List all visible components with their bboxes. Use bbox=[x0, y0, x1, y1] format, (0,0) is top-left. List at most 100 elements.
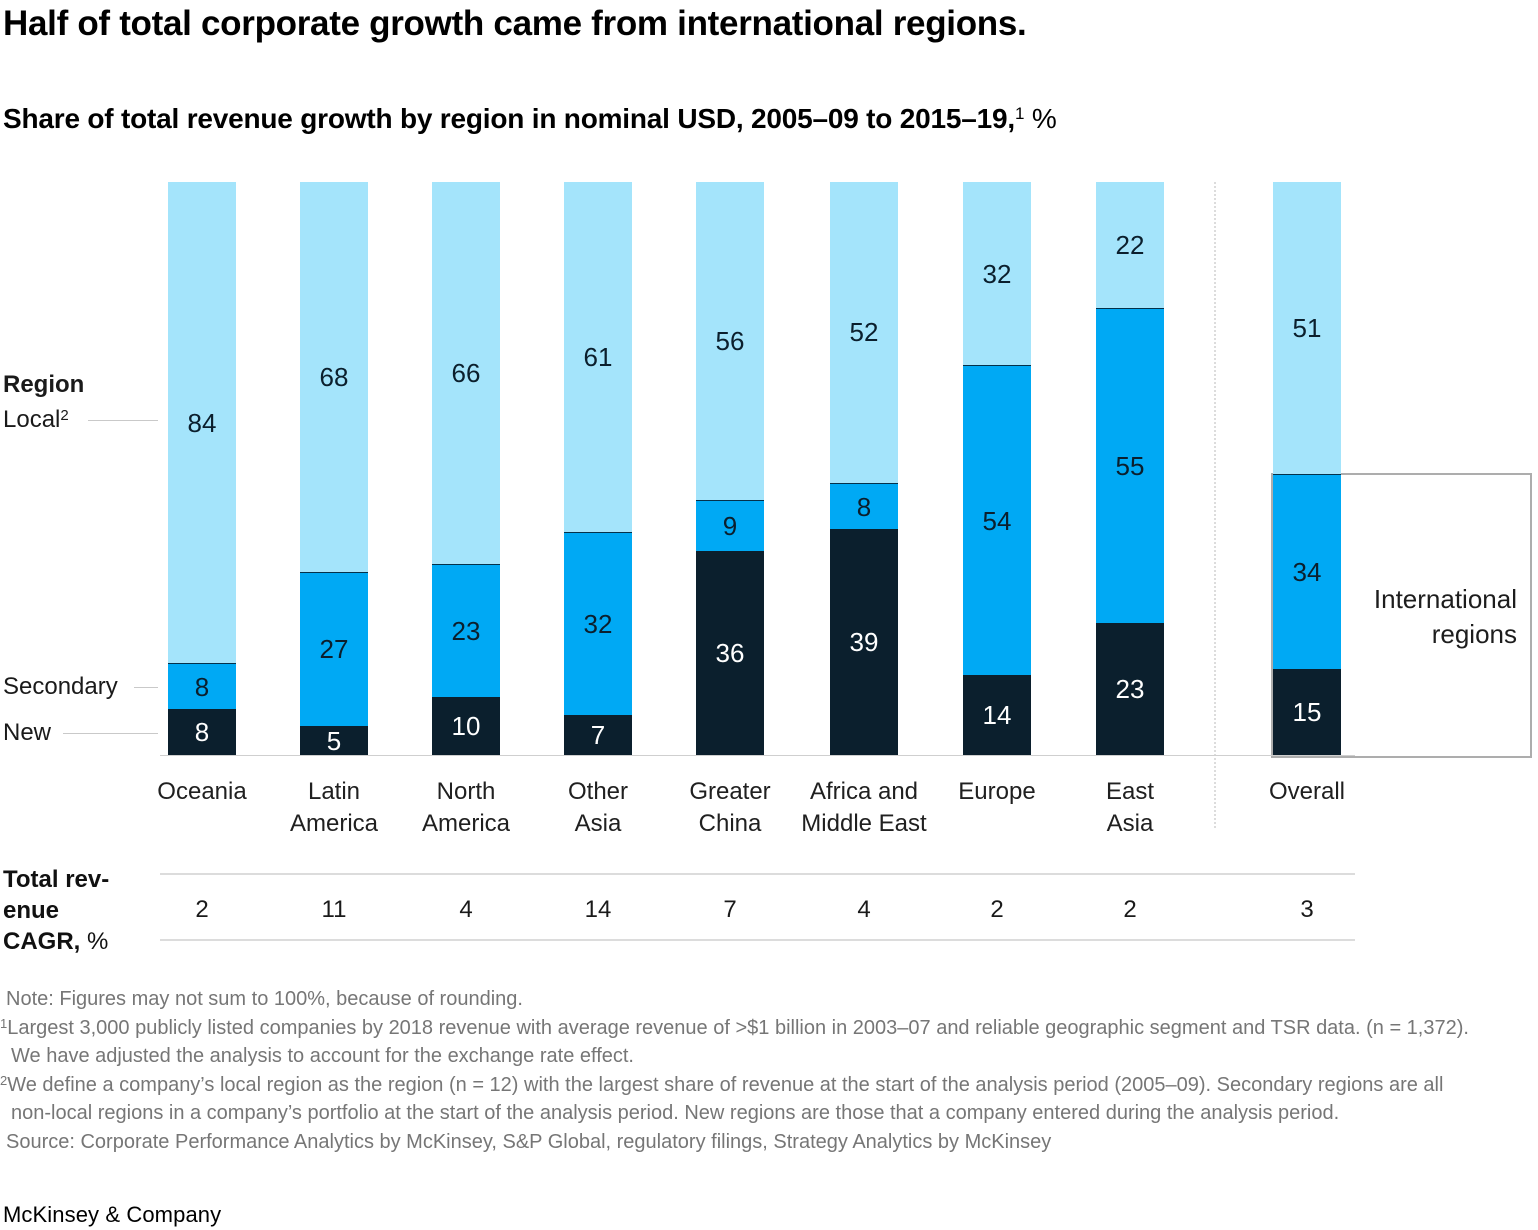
cagr-value-africa-and-middle-east: 4 bbox=[857, 896, 871, 923]
footnote-sup: 2 bbox=[0, 1072, 8, 1088]
mckinsey-logo-text: McKinsey & Company bbox=[3, 1202, 222, 1227]
bar-east-asia: 22 55 23 bbox=[1096, 182, 1164, 755]
footnote-line: 2We define a company’s local region as t… bbox=[0, 1072, 1538, 1101]
bar-segment-secondary-africa-and-middle-east: 8 bbox=[830, 482, 898, 530]
footnote-line: We have adjusted the analysis to account… bbox=[0, 1043, 1538, 1072]
overall-separator-dotted-line bbox=[1214, 182, 1216, 828]
axis-label-greater-china: Greater China bbox=[689, 778, 771, 837]
bar-value-label: 15 bbox=[1292, 697, 1322, 727]
bar-segment-new-europe: 14 bbox=[963, 674, 1031, 755]
bar-segment-local-europe: 32 bbox=[963, 182, 1031, 366]
bar-north-america: 66 23 10 bbox=[432, 182, 500, 755]
bar-segment-secondary-north-america: 23 bbox=[432, 564, 500, 698]
bar-segment-secondary-greater-china: 9 bbox=[696, 499, 764, 551]
bar-segment-secondary-latin-america: 27 bbox=[300, 571, 368, 727]
bar-value-label: 55 bbox=[1115, 451, 1145, 482]
source-text: Source: Corporate Performance Analytics … bbox=[6, 1130, 1052, 1153]
chart-baseline bbox=[160, 755, 1355, 756]
cagr-value-north-america: 4 bbox=[459, 896, 473, 923]
bar-latin-america: 68 27 5 bbox=[300, 182, 368, 755]
bar-other-asia: 61 32 7 bbox=[564, 182, 632, 755]
axis-label-other-asia: Other Asia bbox=[567, 778, 629, 837]
subtitle-unit: % bbox=[1024, 103, 1057, 134]
cagr-label-line1: Total rev- bbox=[3, 866, 110, 893]
bar-value-label: 23 bbox=[451, 616, 481, 647]
legend-item-secondary: Secondary bbox=[3, 673, 118, 700]
footnotes: Note: Figures may not sum to 100%, becau… bbox=[0, 986, 1538, 1157]
bar-europe: 32 54 14 bbox=[963, 182, 1031, 755]
legend-item-local: Local2 bbox=[3, 405, 69, 438]
bar-value-label: 8 bbox=[194, 671, 210, 702]
footnote-text: We define a company’s local region as th… bbox=[7, 1073, 1444, 1096]
bar-value-label: 23 bbox=[1115, 674, 1145, 705]
cagr-value-other-asia: 14 bbox=[584, 896, 612, 923]
bar-value-label: 22 bbox=[1115, 230, 1145, 261]
bar-africa-and-middle-east: 52 8 39 bbox=[830, 182, 898, 755]
legend-local-footnote-marker: 2 bbox=[60, 407, 69, 424]
bar-value-label: 84 bbox=[187, 407, 217, 438]
cagr-label-line3: CAGR, bbox=[3, 928, 81, 955]
bar-value-label: 5 bbox=[326, 725, 342, 756]
bar-segment-local-africa-and-middle-east: 52 bbox=[830, 182, 898, 483]
cagr-row-top-rule bbox=[160, 873, 1355, 875]
subtitle-footnote-marker: 1 bbox=[1014, 104, 1025, 123]
bar-value-label: 32 bbox=[982, 258, 1012, 289]
cagr-value-east-asia: 2 bbox=[1123, 896, 1137, 923]
axis-label-north-america: North America bbox=[421, 778, 511, 837]
bar-greater-china: 56 9 36 bbox=[696, 182, 764, 755]
footnote-line: Note: Figures may not sum to 100%, becau… bbox=[0, 986, 1538, 1015]
bar-segment-secondary-overall: 34 bbox=[1273, 474, 1341, 670]
bar-segment-local-greater-china: 56 bbox=[696, 182, 764, 500]
bar-value-label: 34 bbox=[1292, 557, 1322, 588]
footnote-text: Largest 3,000 publicly listed companies … bbox=[7, 1016, 1469, 1039]
page-title: Half of total corporate growth came from… bbox=[3, 4, 1027, 43]
bar-segment-local-oceania: 84 bbox=[168, 182, 236, 664]
bar-value-label: 10 bbox=[451, 711, 481, 742]
bar-value-label: 56 bbox=[715, 325, 745, 356]
footnote-line: non-local regions in a company’s portfol… bbox=[0, 1100, 1538, 1129]
legend-heading: Region bbox=[3, 371, 85, 398]
bar-segment-local-overall: 51 bbox=[1273, 182, 1341, 475]
axis-label-africa-and-middle-east: Africa and Middle East bbox=[801, 778, 927, 837]
annotation-line2: regions bbox=[1431, 619, 1517, 649]
source-line: Source: Corporate Performance Analytics … bbox=[0, 1129, 1538, 1158]
cagr-value-europe: 2 bbox=[990, 896, 1004, 923]
axis-label-europe: Europe bbox=[958, 778, 1036, 805]
bar-segment-secondary-other-asia: 32 bbox=[564, 531, 632, 715]
bar-value-label: 39 bbox=[849, 627, 879, 658]
international-regions-bracket bbox=[1271, 473, 1532, 758]
bar-value-label: 8 bbox=[856, 491, 872, 522]
bar-value-label: 66 bbox=[451, 358, 481, 388]
footnote-text: We have adjusted the analysis to account… bbox=[11, 1045, 634, 1067]
bar-segment-new-other-asia: 7 bbox=[564, 714, 632, 755]
footnote-line: 1Largest 3,000 publicly listed companies… bbox=[0, 1015, 1538, 1044]
bar-value-label: 36 bbox=[715, 637, 745, 668]
subtitle-main: Share of total revenue growth by region … bbox=[3, 103, 1015, 134]
bar-segment-local-north-america: 66 bbox=[432, 182, 500, 564]
bar-value-label: 27 bbox=[319, 634, 349, 665]
cagr-value-overall: 3 bbox=[1300, 896, 1314, 923]
cagr-value-greater-china: 7 bbox=[723, 896, 737, 923]
axis-label-overall: Overall bbox=[1268, 778, 1346, 805]
cagr-label-unit: % bbox=[80, 928, 109, 955]
bar-segment-local-latin-america: 68 bbox=[300, 182, 368, 572]
bar-segment-new-oceania: 8 bbox=[168, 709, 236, 755]
bar-segment-local-other-asia: 61 bbox=[564, 182, 632, 532]
legend-leader-line-secondary bbox=[134, 687, 158, 688]
bar-segment-secondary-oceania: 8 bbox=[168, 663, 236, 710]
bar-segment-local-east-asia: 22 bbox=[1096, 182, 1164, 309]
legend-local-label: Local bbox=[3, 406, 61, 433]
bar-segment-new-latin-america: 5 bbox=[300, 726, 368, 755]
bar-segment-secondary-east-asia: 55 bbox=[1096, 308, 1164, 624]
bar-value-label: 8 bbox=[194, 717, 210, 748]
bar-segment-new-north-america: 10 bbox=[432, 697, 500, 755]
cagr-value-latin-america: 11 bbox=[321, 896, 347, 923]
axis-label-east-asia: East Asia bbox=[1105, 778, 1155, 837]
bar-value-label: 14 bbox=[982, 699, 1012, 730]
axis-label-oceania: Oceania bbox=[157, 778, 247, 805]
bar-value-label: 9 bbox=[722, 510, 738, 541]
bar-value-label: 68 bbox=[319, 361, 349, 392]
cagr-row-bottom-rule bbox=[160, 939, 1355, 941]
footnote-sup: 1 bbox=[0, 1015, 8, 1031]
